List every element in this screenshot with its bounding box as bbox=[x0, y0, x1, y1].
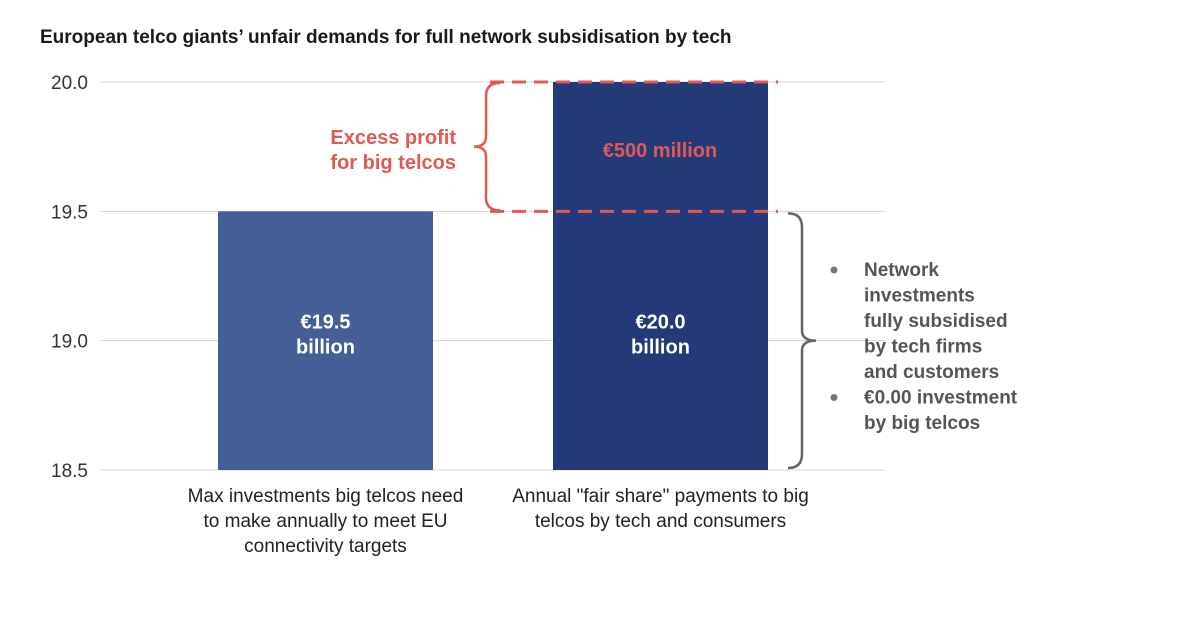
excess-value-label: €500 million bbox=[603, 140, 718, 162]
bar-data-label: €19.5 billion bbox=[296, 312, 355, 359]
excess-brace bbox=[473, 81, 501, 212]
subsidy-brace bbox=[787, 212, 817, 470]
bullet-icon bbox=[830, 266, 838, 274]
category-label: Max investments big telcos need to make a… bbox=[188, 486, 464, 557]
y-tick-label: 19.5 bbox=[51, 202, 88, 223]
bar bbox=[553, 82, 768, 470]
category-label: Annual "fair share" payments to big telco… bbox=[512, 486, 809, 532]
bar-labels: €19.5 billion €20.0 billion bbox=[296, 312, 690, 359]
note-text: €0.00 investment by big telcos bbox=[864, 388, 1018, 435]
annotations: Excess profit for big telcos €500 million N… bbox=[330, 80, 1018, 470]
bullet-icon bbox=[830, 394, 838, 401]
bar bbox=[218, 211, 433, 471]
y-tick-label: 20.0 bbox=[51, 73, 88, 94]
y-tick-label: 19.0 bbox=[51, 332, 88, 353]
note-text: Network investments fully subsidised by tec… bbox=[864, 260, 1008, 383]
chart-title: European telco giants’ unfair demands fo… bbox=[40, 27, 732, 48]
y-tick-label: 18.5 bbox=[51, 461, 88, 482]
bars bbox=[218, 82, 768, 471]
excess-profit-label: Excess profit for big telcos bbox=[330, 127, 456, 174]
bar-data-label: €20.0 billion bbox=[631, 312, 690, 359]
category-labels: Max investments big telcos need to make a… bbox=[188, 486, 809, 557]
y-axis-ticks: 20.0 19.5 19.0 18.5 bbox=[51, 73, 88, 482]
